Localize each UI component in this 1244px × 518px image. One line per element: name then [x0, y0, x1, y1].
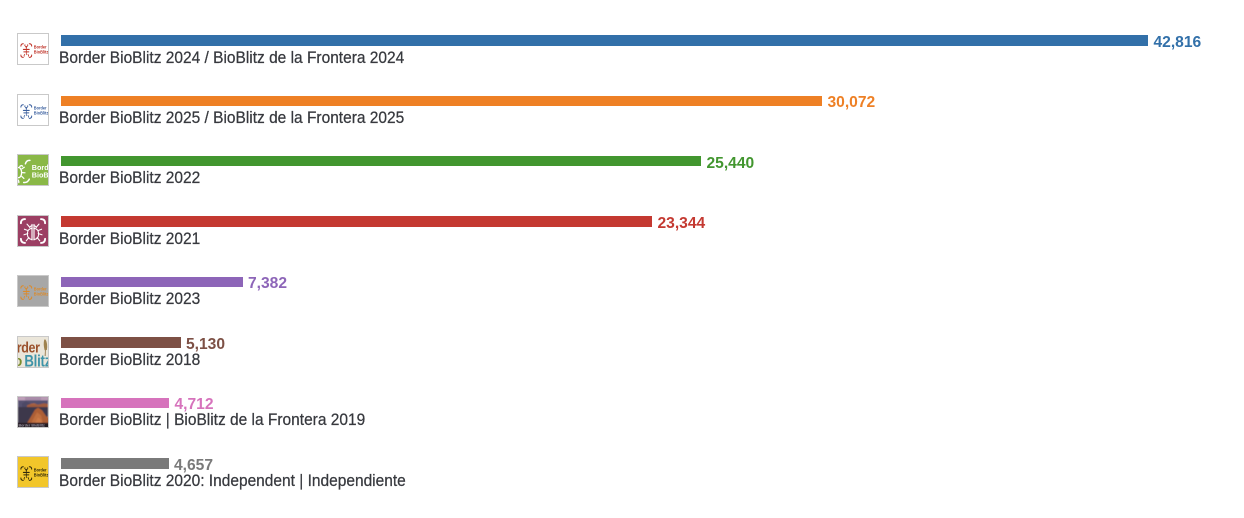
svg-text:Border: Border [34, 45, 47, 50]
svg-text:BioBlitz: BioBlitz [32, 171, 48, 180]
svg-text:BioBlitz: BioBlitz [34, 110, 48, 115]
svg-text:Border: Border [34, 105, 47, 110]
svg-text:BioBlitz: BioBlitz [34, 473, 48, 478]
svg-text:Border: Border [34, 287, 47, 292]
svg-text:Border: Border [34, 468, 47, 473]
svg-text:rder: rder [18, 339, 41, 355]
svg-text:BioBlitz: BioBlitz [34, 50, 48, 55]
svg-text:BioBlitz: BioBlitz [34, 291, 48, 296]
svg-text:Border BioBlitz: Border BioBlitz [18, 423, 45, 427]
svg-text:o: o [18, 353, 22, 367]
svg-text:Border: Border [32, 163, 48, 172]
svg-text:Blitz: Blitz [24, 351, 48, 366]
